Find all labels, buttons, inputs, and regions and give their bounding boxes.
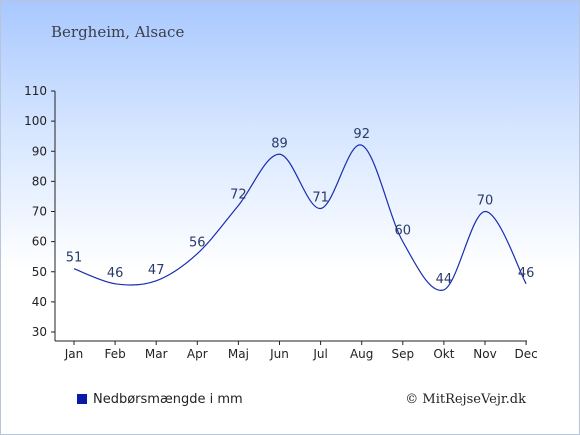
precipitation-line (73, 144, 527, 291)
y-axis-ticks: 30 40 50 60 70 80 90 100 110 (24, 84, 55, 339)
data-label: 72 (230, 187, 247, 202)
y-tick-label: 70 (32, 205, 47, 219)
data-label: 89 (271, 136, 288, 151)
data-label: 56 (189, 236, 206, 251)
x-tick-label: Apr (187, 347, 208, 361)
legend-marker (77, 394, 87, 404)
x-tick-label: Sep (391, 347, 414, 361)
data-label: 46 (518, 266, 535, 281)
y-tick-label: 60 (32, 235, 47, 249)
data-label: 70 (477, 194, 494, 209)
y-tick-label: 100 (24, 114, 47, 128)
x-tick-label: Nov (473, 347, 496, 361)
x-tick-label: Aug (350, 347, 373, 361)
x-tick-label: Jun (269, 347, 289, 361)
data-label: 51 (66, 251, 83, 266)
data-label: 46 (107, 266, 124, 281)
x-tick-label: Jan (64, 347, 84, 361)
x-tick-label: Mar (145, 347, 168, 361)
x-tick-label: Maj (228, 347, 249, 361)
data-label: 60 (395, 224, 412, 239)
x-tick-label: Feb (104, 347, 125, 361)
y-tick-label: 40 (32, 295, 47, 309)
x-tick-label: Okt (433, 347, 454, 361)
x-tick-label: Jul (312, 347, 327, 361)
y-tick-label: 110 (24, 84, 47, 98)
x-axis-ticks: Jan Feb Mar Apr Maj Jun Jul Aug Sep Okt Nov Dec (64, 341, 538, 361)
data-label: 44 (436, 272, 453, 287)
credit-text: © MitRejseVejr.dk (405, 392, 526, 407)
data-label: 92 (353, 127, 370, 142)
chart-axes (54, 91, 527, 342)
y-tick-label: 90 (32, 144, 47, 158)
legend-label: Nedbørsmængde i mm (93, 392, 243, 407)
x-tick-label: Dec (514, 347, 537, 361)
chart-title: Bergheim, Alsace (51, 23, 184, 41)
y-tick-label: 80 (32, 174, 47, 188)
data-label: 71 (312, 190, 329, 205)
data-label: 47 (148, 263, 165, 278)
y-tick-label: 30 (32, 325, 47, 339)
y-tick-label: 50 (32, 265, 47, 279)
data-labels: 51 46 47 56 72 89 71 92 60 44 70 46 (66, 127, 535, 287)
